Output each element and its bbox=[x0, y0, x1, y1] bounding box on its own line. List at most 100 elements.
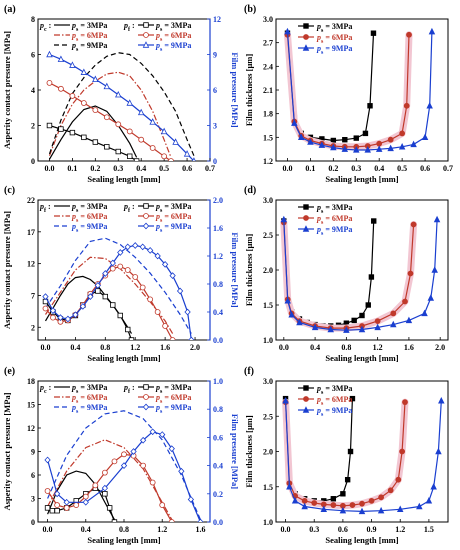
series-marker bbox=[427, 294, 435, 301]
series-marker bbox=[95, 288, 101, 294]
series-marker bbox=[130, 448, 137, 455]
series-marker bbox=[109, 259, 116, 267]
legend-marker bbox=[143, 203, 149, 209]
legend-label: ps = 3MPa bbox=[71, 383, 107, 395]
series-marker bbox=[127, 153, 133, 159]
legend-label: ps = 9MPa bbox=[155, 41, 191, 53]
x-tick-label: 0.0 bbox=[282, 164, 292, 173]
x-tick-label: 1.6 bbox=[195, 525, 205, 534]
y2-axis-label: Film pressure [MPa] bbox=[230, 232, 240, 307]
series-marker bbox=[341, 145, 349, 152]
series-marker bbox=[172, 138, 179, 145]
series-marker bbox=[359, 500, 365, 507]
series-marker bbox=[387, 136, 394, 143]
series-marker bbox=[92, 482, 99, 489]
series-marker bbox=[371, 218, 377, 224]
series-marker bbox=[82, 498, 89, 506]
series-marker bbox=[111, 458, 118, 465]
series-marker bbox=[44, 505, 51, 511]
series-marker bbox=[46, 122, 53, 129]
y2-tick-label: 0.4 bbox=[213, 308, 223, 317]
series-marker bbox=[320, 505, 328, 513]
series-line bbox=[45, 237, 192, 334]
series-marker bbox=[368, 497, 375, 504]
series-marker bbox=[297, 133, 305, 141]
panel-label: (b) bbox=[244, 4, 256, 15]
legend-label: ps = 3MPa bbox=[71, 21, 107, 33]
series-marker bbox=[410, 221, 417, 228]
series-marker bbox=[49, 307, 57, 314]
legend-label: ps = 9MPa bbox=[155, 222, 191, 234]
series-marker bbox=[416, 502, 423, 510]
series-marker bbox=[168, 158, 174, 161]
x-tick-label: 0.5 bbox=[397, 164, 407, 173]
chart-panel-b: (b) 0.0 0.1 0.2 0.3 0.4 0.5 0.6 0.7 1.2 1.5 1.8 2.1 2… bbox=[244, 4, 453, 184]
series-marker bbox=[428, 27, 436, 35]
x-tick-label: 0.2 bbox=[328, 164, 338, 173]
series-marker bbox=[374, 318, 381, 325]
legend-label: ps = 9MPa bbox=[71, 403, 107, 415]
y-tick-label: 1.5 bbox=[263, 301, 273, 310]
series-marker bbox=[101, 484, 109, 492]
series-marker bbox=[102, 270, 109, 277]
series-marker bbox=[433, 215, 441, 223]
legend-marker bbox=[143, 32, 149, 38]
series-marker bbox=[353, 135, 359, 141]
series-marker bbox=[54, 502, 61, 508]
y-tick-label: 1.0 bbox=[263, 518, 273, 527]
series-marker bbox=[378, 494, 385, 501]
series-marker bbox=[87, 293, 94, 300]
series-marker bbox=[82, 493, 89, 500]
plot-area bbox=[42, 237, 195, 340]
series-marker bbox=[430, 482, 437, 490]
series-marker bbox=[69, 129, 76, 136]
series-marker bbox=[407, 270, 414, 277]
y-tick-label: 3 bbox=[31, 495, 35, 504]
y2-tick-label: 12 bbox=[213, 15, 221, 24]
series-marker bbox=[154, 252, 161, 260]
series-marker bbox=[69, 93, 76, 99]
series-line bbox=[45, 265, 174, 340]
series-marker bbox=[358, 507, 366, 515]
series-marker bbox=[63, 498, 70, 506]
y-axis-label: Film thickness [μm] bbox=[244, 234, 254, 307]
y-tick-label: 4 bbox=[31, 86, 35, 95]
x-tick-label: 0.4 bbox=[310, 343, 320, 352]
series-line bbox=[48, 105, 138, 160]
legend-marker bbox=[303, 23, 309, 29]
x-tick-label: 0.0 bbox=[281, 525, 291, 534]
legend-marker bbox=[303, 385, 309, 391]
y-tick-label: 9 bbox=[31, 448, 35, 457]
series-marker bbox=[64, 315, 72, 323]
x-axis-label: Sealing length [mm] bbox=[325, 535, 398, 545]
legend-label: ps = 6MPa bbox=[155, 393, 191, 405]
series-marker bbox=[79, 303, 87, 310]
series-marker bbox=[183, 150, 191, 157]
x-tick-label: 1.6 bbox=[160, 343, 170, 352]
series-marker bbox=[42, 293, 49, 300]
x-tick-label: 0.8 bbox=[119, 525, 129, 534]
legend-label: ps = 9MPa bbox=[71, 222, 107, 234]
series-marker bbox=[362, 130, 369, 137]
series-marker bbox=[147, 247, 154, 254]
y2-tick-label: 0.6 bbox=[213, 433, 223, 442]
plot-area bbox=[280, 215, 441, 333]
series-marker bbox=[103, 82, 111, 90]
series-marker bbox=[117, 263, 124, 270]
series-marker bbox=[81, 134, 87, 141]
y2-axis-label: Film pressure [MPa] bbox=[230, 414, 240, 489]
series-marker bbox=[402, 298, 408, 305]
panel-label: (a) bbox=[4, 4, 16, 15]
series-marker bbox=[147, 296, 154, 303]
y-axis-label: Film thickness [μm] bbox=[244, 415, 254, 488]
y2-tick-label: 9 bbox=[213, 51, 217, 60]
series-marker bbox=[63, 504, 70, 511]
series-marker bbox=[44, 456, 51, 464]
series-marker bbox=[359, 312, 365, 319]
series-marker bbox=[104, 144, 110, 150]
series-marker bbox=[347, 448, 354, 455]
x-tick-label: 0.1 bbox=[305, 164, 315, 173]
x-tick-label: 0.3 bbox=[113, 164, 123, 173]
